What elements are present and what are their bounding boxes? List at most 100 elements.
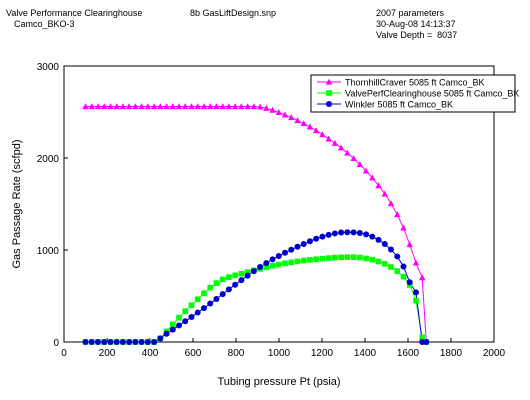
data-point	[263, 264, 270, 271]
data-point	[412, 259, 420, 266]
header-app-title: Valve Performance Clearinghouse	[6, 8, 143, 18]
data-point	[88, 339, 95, 345]
data-point	[338, 229, 345, 236]
data-point	[313, 256, 319, 262]
data-point	[369, 233, 376, 240]
data-point	[394, 211, 401, 218]
header-file-name: 8b GasLiftDesign.snp	[190, 8, 277, 18]
data-point	[319, 131, 326, 138]
x-tick-label: 400	[142, 348, 159, 359]
data-point	[188, 313, 195, 320]
data-point	[412, 289, 419, 296]
axes-group: 0 200 400 600 800 1000 1200 1400 1600 1800 2000 0 10…	[37, 62, 506, 359]
data-point	[400, 273, 407, 280]
data-point	[400, 224, 407, 231]
data-point	[126, 339, 133, 345]
data-point	[325, 255, 332, 261]
data-point	[325, 135, 332, 142]
data-point	[219, 276, 226, 283]
data-point	[194, 309, 201, 316]
y-tick-label: 3000	[37, 62, 60, 73]
data-point	[369, 256, 376, 263]
data-point	[207, 284, 213, 291]
data-point	[419, 334, 425, 341]
data-point	[188, 302, 195, 308]
data-point	[388, 264, 394, 270]
y-tick-label: 1000	[37, 246, 60, 257]
data-point	[332, 254, 338, 261]
data-point	[344, 149, 351, 156]
data-point	[350, 254, 357, 260]
x-tick-label: 200	[99, 348, 116, 359]
data-point	[363, 231, 370, 238]
data-point	[275, 261, 282, 268]
legend: ThornhillCraver 5085 ft Camco_BKValvePer…	[310, 74, 519, 113]
y-tick-label: 0	[53, 338, 59, 349]
series-markers-group	[82, 103, 430, 345]
data-point	[300, 257, 307, 264]
data-point	[294, 117, 301, 124]
data-point	[344, 254, 351, 260]
legend-marker	[326, 90, 332, 96]
data-point	[387, 200, 395, 207]
data-point	[82, 103, 89, 110]
data-point	[226, 274, 232, 280]
data-point	[101, 339, 108, 345]
data-point	[319, 255, 326, 262]
data-point	[107, 339, 114, 345]
data-point	[275, 109, 282, 116]
data-point	[400, 263, 407, 270]
data-point	[344, 229, 351, 236]
data-point	[281, 111, 289, 118]
data-point	[394, 268, 401, 274]
data-point	[257, 264, 264, 271]
x-tick-label: 1200	[311, 348, 334, 359]
data-point	[244, 269, 251, 275]
data-point	[356, 161, 364, 168]
data-point	[381, 190, 388, 197]
data-point	[288, 259, 295, 266]
x-tick-label: 800	[228, 348, 245, 359]
data-point	[381, 241, 388, 248]
legend-box	[310, 74, 516, 113]
data-point	[275, 252, 282, 259]
data-point	[207, 300, 214, 307]
data-point	[157, 335, 164, 342]
data-point	[282, 260, 288, 267]
data-point	[256, 103, 264, 110]
data-point	[244, 272, 251, 279]
data-point	[363, 255, 369, 262]
data-point	[94, 103, 102, 110]
data-point	[113, 103, 120, 110]
data-point	[418, 274, 426, 281]
data-point	[238, 270, 245, 277]
data-point	[169, 321, 176, 328]
data-point	[319, 233, 326, 240]
data-point	[151, 339, 158, 345]
data-point	[369, 174, 376, 181]
data-point	[288, 114, 295, 121]
data-point	[125, 103, 133, 110]
data-point	[263, 104, 270, 111]
data-point	[107, 103, 114, 110]
x-tick-label: 1600	[397, 348, 420, 359]
data-point	[225, 103, 233, 110]
data-point	[119, 339, 126, 345]
data-point	[350, 229, 357, 236]
header-valve-name: Camco_BKO-3	[14, 19, 75, 29]
data-point	[182, 318, 189, 325]
y-tick-label: 2000	[37, 154, 60, 165]
data-point	[201, 290, 207, 297]
legend-marker	[325, 78, 333, 85]
data-point	[176, 322, 183, 329]
data-point	[138, 339, 145, 345]
data-point	[219, 103, 226, 110]
data-point	[300, 120, 307, 127]
data-point	[406, 241, 413, 248]
data-point	[388, 246, 395, 253]
data-point	[207, 103, 214, 110]
data-point	[144, 103, 152, 110]
data-point	[163, 330, 170, 337]
data-point	[394, 253, 401, 260]
